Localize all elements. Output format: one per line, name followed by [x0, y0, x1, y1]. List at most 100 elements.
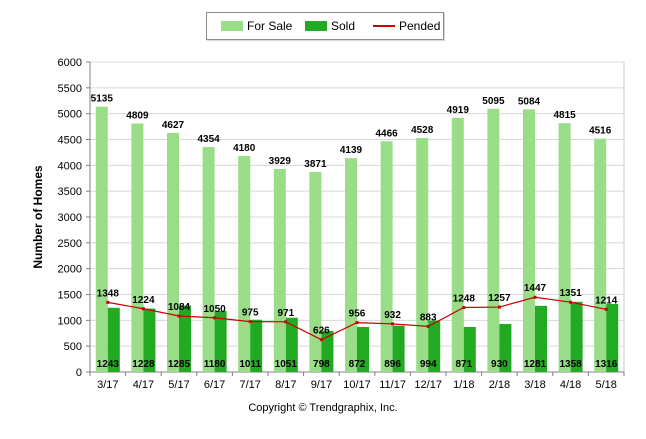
marker-pended — [141, 307, 145, 311]
x-tick-label: 6/17 — [204, 379, 225, 391]
data-label-sold: 1051 — [275, 359, 298, 370]
x-tick-label: 4/17 — [133, 379, 154, 391]
x-tick-label: 8/17 — [275, 379, 296, 391]
data-label-pended: 1050 — [203, 304, 226, 315]
y-tick-label: 2500 — [58, 238, 82, 250]
y-tick-label: 2000 — [58, 264, 82, 276]
bar-sold — [463, 326, 476, 372]
y-tick-label: 6000 — [58, 57, 82, 69]
x-tick-label: 11/17 — [379, 379, 406, 391]
bar-sold — [321, 330, 334, 372]
legend-swatch-sold — [305, 21, 327, 31]
data-label-for-sale: 5095 — [482, 96, 505, 107]
data-label-pended: 1257 — [488, 293, 511, 304]
x-tick-label: 4/18 — [560, 379, 581, 391]
x-tick-label: 3/17 — [97, 379, 118, 391]
bar-sold — [392, 325, 405, 372]
data-label-for-sale: 4354 — [197, 134, 220, 145]
bar-sold — [214, 311, 227, 372]
data-label-sold: 872 — [349, 359, 366, 370]
y-tick-label: 4000 — [58, 160, 82, 172]
marker-pended — [391, 322, 395, 326]
bar-for-sale — [131, 123, 144, 372]
bar-sold — [107, 307, 120, 372]
data-label-sold: 1011 — [239, 359, 261, 370]
bar-for-sale — [167, 132, 179, 372]
data-label-for-sale: 4809 — [126, 111, 149, 122]
data-label-sold: 896 — [384, 359, 401, 370]
data-label-sold: 1228 — [132, 359, 155, 370]
y-tick-label: 3000 — [58, 212, 82, 224]
data-label-pended: 1084 — [168, 302, 191, 313]
y-axis-title: Number of Homes — [31, 165, 45, 269]
data-label-for-sale: 3871 — [304, 159, 327, 170]
y-tick-label: 5500 — [58, 83, 82, 95]
bar-for-sale — [523, 109, 535, 373]
data-label-sold: 1358 — [559, 359, 582, 370]
data-label-sold: 930 — [491, 359, 508, 370]
x-tick-label: 5/17 — [168, 379, 189, 391]
bar-sold — [285, 317, 298, 372]
bar-for-sale — [95, 106, 108, 373]
data-label-sold: 994 — [420, 359, 437, 370]
data-label-pended: 883 — [420, 312, 437, 323]
x-tick-label: 5/18 — [595, 379, 616, 391]
marker-pended — [533, 295, 537, 299]
legend: For Sale Sold Pended — [206, 12, 444, 40]
bar-for-sale — [558, 123, 571, 372]
x-tick-label: 10/17 — [343, 379, 371, 391]
x-tick-label: 9/17 — [311, 379, 332, 391]
data-label-sold: 1285 — [168, 359, 191, 370]
data-label-sold: 1281 — [524, 359, 547, 370]
data-label-pended: 1224 — [132, 295, 155, 306]
data-label-for-sale: 4627 — [162, 120, 185, 131]
marker-pended — [426, 324, 430, 328]
x-tick-label: 12/17 — [414, 379, 442, 391]
x-tick-label: 3/18 — [524, 379, 545, 391]
legend-label-sold: Sold — [331, 19, 356, 33]
data-label-for-sale: 4815 — [553, 110, 576, 121]
bar-sold — [357, 326, 369, 372]
marker-pended — [284, 320, 288, 324]
data-label-sold: 798 — [313, 359, 330, 370]
bar-for-sale — [416, 138, 429, 372]
bar-sold — [535, 305, 547, 372]
data-label-sold: 1316 — [595, 359, 618, 370]
bar-for-sale — [487, 108, 500, 372]
bar-for-sale — [380, 141, 393, 372]
bar-sold — [499, 323, 512, 372]
marker-pended — [462, 306, 466, 310]
data-label-for-sale: 5135 — [91, 94, 114, 105]
data-label-pended: 1447 — [524, 283, 547, 294]
bar-for-sale — [238, 156, 251, 372]
data-label-pended: 932 — [384, 310, 401, 321]
y-tick-label: 500 — [64, 341, 82, 353]
marker-pended — [213, 316, 217, 320]
data-label-for-sale: 4466 — [375, 128, 398, 139]
y-tick-label: 3500 — [58, 186, 82, 198]
bar-sold — [143, 308, 156, 372]
legend-swatch-for-sale — [221, 21, 243, 31]
data-label-pended: 1248 — [453, 294, 476, 305]
bar-for-sale — [594, 138, 607, 372]
x-tick-label: 2/18 — [489, 379, 510, 391]
data-label-for-sale: 4516 — [589, 126, 612, 137]
bar-for-sale — [202, 147, 215, 372]
bar-for-sale — [309, 171, 322, 372]
x-tick-label: 7/17 — [239, 379, 260, 391]
bar-sold — [179, 305, 191, 372]
bar-for-sale — [345, 158, 357, 372]
data-label-pended: 956 — [349, 309, 366, 320]
copyright-footer: Copyright © Trendgraphix, Inc. — [248, 402, 398, 414]
data-label-sold: 1243 — [97, 359, 120, 370]
data-label-sold: 871 — [455, 359, 472, 370]
marker-pended — [248, 320, 252, 324]
marker-pended — [497, 305, 501, 309]
bar-sold — [428, 320, 441, 372]
marker-pended — [604, 307, 608, 311]
data-label-for-sale: 4528 — [411, 125, 434, 136]
marker-pended — [177, 314, 181, 318]
data-label-for-sale: 4919 — [447, 105, 470, 116]
